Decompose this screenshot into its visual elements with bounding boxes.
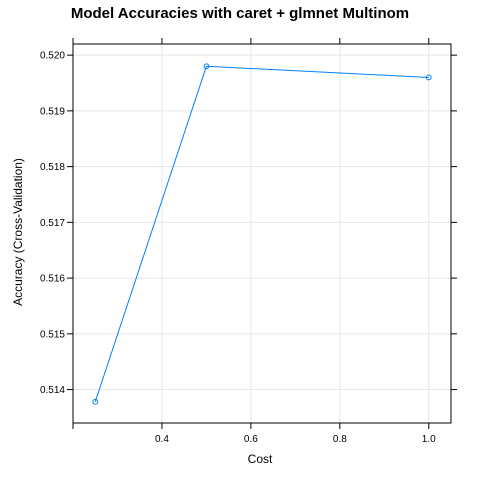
- x-axis-label: Cost: [248, 452, 273, 466]
- y-tick-label: 0.514: [40, 385, 65, 396]
- y-tick-label: 0.516: [40, 274, 65, 285]
- y-tick-label: 0.517: [40, 218, 65, 229]
- series-line: [94, 65, 429, 402]
- axis-ticks: 0.4 0.6 0.8 1.0 0.514 0.515 0.516 0.517 0.518 0.5…: [40, 38, 457, 445]
- y-tick-label: 0.515: [40, 329, 65, 340]
- data-point: [92, 398, 99, 405]
- y-tick-label: 0.519: [40, 106, 65, 117]
- x-tick-label: 0.8: [333, 434, 347, 445]
- data-point: [203, 63, 210, 70]
- series-group: [92, 63, 432, 405]
- y-tick-label: 0.520: [40, 51, 65, 62]
- x-tick-label: 0.4: [155, 434, 169, 445]
- data-point: [425, 74, 432, 81]
- y-tick-label: 0.518: [40, 162, 65, 173]
- x-tick-label: 1.0: [422, 434, 436, 445]
- grid: [73, 44, 451, 423]
- chart-title: Model Accuracies with caret + glmnet Mul…: [71, 5, 409, 22]
- plot-frame: [72, 43, 452, 424]
- x-tick-label: 0.6: [244, 434, 258, 445]
- y-axis-label: Accuracy (Cross-Validation): [11, 158, 25, 306]
